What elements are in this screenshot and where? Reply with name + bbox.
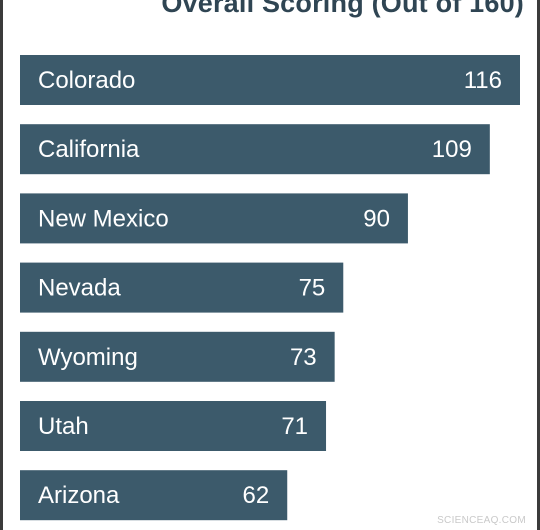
bar-arizona xyxy=(20,470,288,521)
bar-value-label: 73 xyxy=(290,344,317,371)
bar-category-label: Colorado xyxy=(38,67,135,94)
bar-category-label: California xyxy=(38,136,140,163)
bar-value-label: 71 xyxy=(281,413,308,440)
chart-title: Overall Scoring (Out of 160) xyxy=(161,0,524,18)
bar-colorado xyxy=(20,55,520,105)
bar-value-label: 62 xyxy=(243,482,270,509)
bar-new-mexico xyxy=(20,193,408,244)
bar-value-label: 116 xyxy=(464,67,502,94)
bar-value-label: 75 xyxy=(299,275,326,302)
bar-value-label: 109 xyxy=(432,136,472,163)
frame-right-border xyxy=(537,0,540,530)
bar-california xyxy=(20,124,490,175)
bar-wyoming xyxy=(20,331,335,382)
bar-nevada xyxy=(20,262,344,313)
bar-category-label: Wyoming xyxy=(38,344,138,371)
bar-category-label: Nevada xyxy=(38,275,121,302)
bar-category-label: New Mexico xyxy=(38,205,169,232)
bar-value-label: 90 xyxy=(363,205,390,232)
bar-category-label: Arizona xyxy=(38,482,120,509)
watermark: SCIENCEAQ.COM xyxy=(437,515,526,526)
bar-category-label: Utah xyxy=(38,413,89,440)
bar-utah xyxy=(20,401,327,451)
frame-left-border xyxy=(0,0,3,530)
